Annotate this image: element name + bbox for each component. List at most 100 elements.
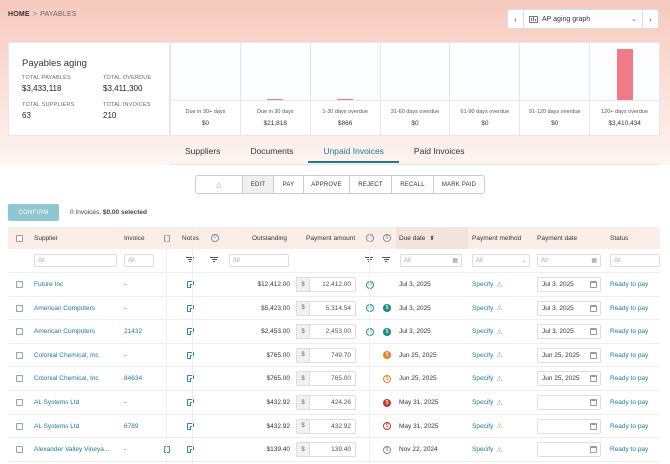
- status-link[interactable]: Ready to pay: [610, 304, 649, 312]
- col-supplier[interactable]: Supplier: [34, 234, 58, 242]
- status-link[interactable]: Ready to pay: [610, 399, 649, 406]
- row-checkbox[interactable]: [16, 281, 23, 288]
- supplier-link[interactable]: American Computers: [34, 328, 96, 336]
- graph-dropdown[interactable]: AP aging graph ⌄: [524, 15, 642, 23]
- col-status[interactable]: Status: [610, 234, 629, 242]
- status-link[interactable]: Ready to pay: [610, 328, 649, 336]
- payment-date-input[interactable]: [537, 418, 601, 434]
- invoice-filter[interactable]: All: [124, 254, 154, 267]
- payment-amount-input[interactable]: $424.26: [296, 395, 356, 410]
- payment-method-link[interactable]: Specify ⚠: [472, 297, 503, 320]
- row-checkbox[interactable]: [16, 422, 23, 430]
- col-due-date[interactable]: Due date ⬍: [396, 227, 468, 249]
- row-checkbox[interactable]: [16, 351, 23, 359]
- row-checkbox[interactable]: [16, 446, 23, 454]
- aging-bar[interactable]: [616, 48, 633, 100]
- col-invoice[interactable]: Invoice: [124, 234, 145, 242]
- table-row[interactable]: American Computers - $5,423.00 $5,314.54 © $ J…: [8, 297, 660, 321]
- col-payment-method[interactable]: Payment method: [472, 234, 522, 242]
- payment-date-input[interactable]: Jul 3, 2025: [537, 277, 601, 292]
- payment-status-icon[interactable]: $: [383, 445, 391, 454]
- payment-status-icon[interactable]: $: [383, 398, 391, 407]
- table-row[interactable]: Colonial Chemical, Inc 84634 $765.00 $765.0…: [8, 367, 660, 391]
- edit-button[interactable]: EDIT: [243, 176, 274, 193]
- payment-amount-input[interactable]: $12,412.00: [296, 277, 356, 292]
- status-link[interactable]: Ready to pay: [610, 281, 649, 288]
- next-graph-button[interactable]: ›: [642, 10, 658, 28]
- table-row[interactable]: AL Systems Ltd 6789 $432.92 $432.92 $ May 31,…: [8, 415, 660, 439]
- reject-button[interactable]: REJECT: [350, 176, 392, 193]
- table-row[interactable]: Future Inc - $12,412.00 $12,412.00 © Jul 3, 2…: [8, 273, 660, 297]
- row-checkbox[interactable]: [16, 399, 23, 406]
- settings-filter-icon[interactable]: [210, 257, 218, 264]
- payment-date-input[interactable]: Jun 25, 2025: [537, 371, 601, 387]
- row-checkbox[interactable]: [16, 304, 23, 312]
- status-icon[interactable]: ©: [366, 280, 374, 289]
- payment-date-input[interactable]: [537, 395, 601, 410]
- tab-unpaid-invoices[interactable]: Unpaid Invoices: [308, 146, 399, 163]
- select-all-checkbox[interactable]: [16, 234, 23, 242]
- aging-bucket[interactable]: 61-90 days overdue $0: [449, 43, 520, 135]
- payment-status-icon[interactable]: $: [383, 327, 391, 336]
- row-checkbox[interactable]: [16, 375, 23, 383]
- status-icon[interactable]: ©: [366, 327, 374, 336]
- payment-date-input[interactable]: [537, 442, 601, 458]
- aging-bucket[interactable]: 120+ days overdue $3,410,434: [589, 43, 660, 135]
- payment-amount-input[interactable]: $749.70: [296, 347, 356, 363]
- graph-selector[interactable]: ‹ AP aging graph ⌄ ›: [507, 9, 659, 29]
- col-notes[interactable]: Notes: [182, 234, 199, 242]
- status-link[interactable]: Ready to pay: [610, 375, 649, 383]
- tab-suppliers[interactable]: Suppliers: [185, 146, 221, 156]
- aging-bar[interactable]: [337, 99, 354, 100]
- status-link[interactable]: Ready to pay: [610, 422, 649, 430]
- table-row[interactable]: Alexander Valley Vineya... - $139.40 $139.4…: [8, 438, 660, 462]
- supplier-link[interactable]: Alexander Valley Vineya...: [34, 446, 110, 454]
- payment-status-icon[interactable]: $: [383, 374, 391, 383]
- confirm-button[interactable]: CONFIRM: [8, 204, 59, 221]
- payment-method-link[interactable]: Specify ⚠: [472, 344, 503, 367]
- payment-date-input[interactable]: Jun 25, 2025: [537, 347, 601, 363]
- row-checkbox[interactable]: [16, 328, 23, 336]
- col-outstanding[interactable]: Outstanding: [252, 234, 288, 242]
- invoice-number[interactable]: 21432: [124, 328, 143, 336]
- payment-method-link[interactable]: Specify ⚠: [472, 367, 503, 390]
- payment-amount-input[interactable]: $139.40: [296, 442, 356, 458]
- supplier-link[interactable]: AL Systems Ltd: [34, 422, 80, 430]
- payment-method-link[interactable]: Specify ⚠: [472, 438, 503, 461]
- payment-amount-input[interactable]: $432.92: [296, 418, 356, 434]
- pay-button[interactable]: PAY: [274, 176, 304, 193]
- payment-method-filter[interactable]: All ⌄: [472, 254, 530, 267]
- payment-method-link[interactable]: Specify ⚠: [472, 391, 503, 414]
- invoice-number[interactable]: 84634: [124, 375, 143, 383]
- status-icon[interactable]: ©: [366, 304, 374, 313]
- supplier-link[interactable]: Colonial Chemical, Inc: [34, 351, 99, 359]
- col-payment-amount[interactable]: Payment amount: [306, 234, 356, 242]
- supplier-link[interactable]: Colonial Chemical, Inc: [34, 375, 99, 383]
- status-filter[interactable]: All: [610, 254, 660, 267]
- supplier-link[interactable]: Future Inc: [34, 281, 64, 288]
- payment-date-filter[interactable]: All ▦: [537, 254, 601, 267]
- aging-bucket[interactable]: 31-60 days overdue $0: [379, 43, 450, 135]
- due-date-filter[interactable]: All ▦: [400, 254, 462, 267]
- payment-amount-input[interactable]: $765.00: [296, 371, 356, 387]
- approve-button[interactable]: APPROVE: [304, 176, 350, 193]
- aging-bucket[interactable]: 1-30 days overdue $866: [309, 43, 380, 135]
- aging-bucket[interactable]: Due in 30+ days $0: [170, 43, 240, 135]
- col-payment-date[interactable]: Payment date: [537, 234, 578, 242]
- tab-paid-invoices[interactable]: Paid Invoices: [413, 146, 465, 156]
- payment-status-icon[interactable]: $: [383, 422, 391, 431]
- outstanding-filter[interactable]: All: [229, 254, 289, 267]
- payment-date-input[interactable]: Jul 3, 2025: [537, 324, 601, 340]
- aging-bar[interactable]: [267, 99, 284, 100]
- table-row[interactable]: Colonial Chemical, Inc - $765.00 $749.70 $ Ju…: [8, 344, 660, 368]
- payment-amount-input[interactable]: $2,453.00: [296, 324, 356, 340]
- payment-date-input[interactable]: Jul 3, 2025: [537, 300, 601, 316]
- prev-graph-button[interactable]: ‹: [508, 10, 524, 28]
- supplier-link[interactable]: AL Systems Ltd: [34, 399, 80, 406]
- aging-bucket[interactable]: 91-120 days overdue $0: [519, 43, 590, 135]
- home-icon[interactable]: ⌂: [196, 176, 243, 193]
- supplier-link[interactable]: American Computers: [34, 304, 96, 312]
- mark-paid-button[interactable]: MARK PAID: [441, 181, 477, 188]
- supplier-filter[interactable]: All: [34, 254, 117, 267]
- status-link[interactable]: Ready to pay: [610, 351, 649, 359]
